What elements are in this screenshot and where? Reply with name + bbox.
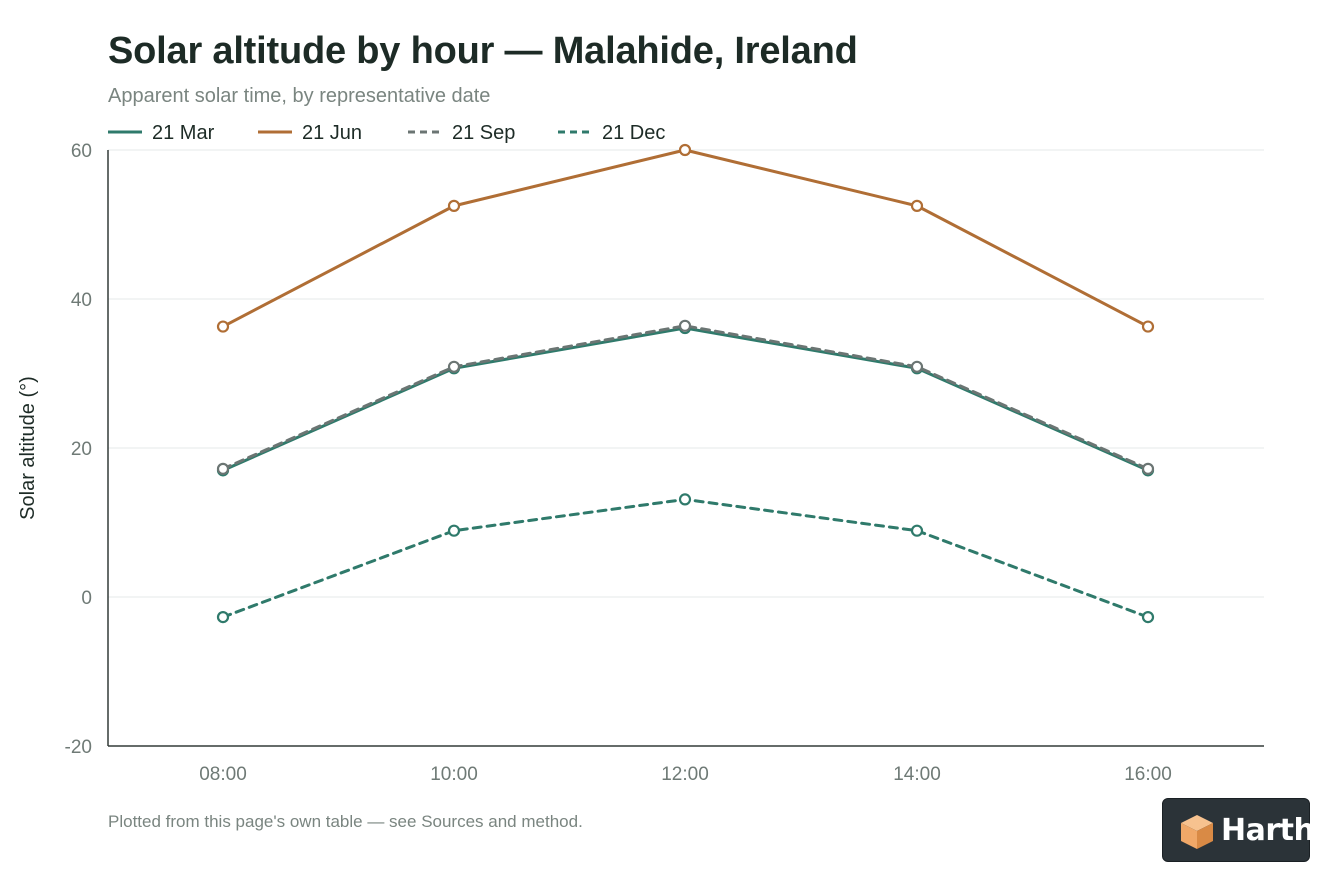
y-tick-label: 0: [81, 588, 92, 609]
chart-subtitle: Apparent solar time, by representative d…: [108, 85, 491, 107]
x-tick-label: 16:00: [1124, 764, 1172, 785]
legend-label: 21 Jun: [302, 122, 362, 144]
legend-label: 21 Dec: [602, 122, 665, 144]
data-point[interactable]: [447, 360, 461, 373]
data-point[interactable]: [216, 611, 230, 624]
y-tick-labels: 60 40 20 0 -20: [65, 141, 92, 758]
series-line: [221, 497, 1150, 619]
series-lines: [216, 143, 1155, 624]
series-line: [221, 324, 1150, 471]
series-line: [221, 326, 1150, 472]
y-tick-label: 20: [71, 439, 92, 460]
legend-label: 21 Sep: [452, 122, 515, 144]
chart-title: Solar altitude by hour — Malahide, Irela…: [108, 30, 858, 72]
y-axis-label: Solar altitude (°): [17, 376, 39, 520]
data-point[interactable]: [678, 143, 692, 157]
series-21-jun: [216, 143, 1155, 333]
gridlines: [108, 149, 1264, 747]
legend: 21 Mar 21 Jun 21 Sep 21 Dec: [108, 122, 665, 144]
data-point[interactable]: [216, 462, 230, 475]
legend-item[interactable]: 21 Mar: [108, 122, 215, 144]
data-point[interactable]: [678, 319, 692, 332]
x-tick-label: 10:00: [430, 764, 478, 785]
legend-item[interactable]: 21 Dec: [558, 122, 665, 144]
brand-badge[interactable]: Harth: [1162, 798, 1315, 862]
footnote: Plotted from this page's own table — see…: [108, 812, 583, 831]
data-point[interactable]: [1141, 611, 1155, 624]
x-tick-label: 08:00: [199, 764, 247, 785]
brand-name: Harth: [1221, 813, 1315, 848]
x-tick-label: 12:00: [661, 764, 709, 785]
harth-cube-icon: [1181, 815, 1213, 849]
y-tick-label: 40: [71, 290, 92, 311]
data-point[interactable]: [447, 199, 461, 212]
x-tick-label: 14:00: [893, 764, 941, 785]
data-point[interactable]: [447, 524, 461, 537]
legend-item[interactable]: 21 Sep: [408, 122, 515, 144]
axes: [107, 150, 1264, 747]
data-point[interactable]: [1141, 462, 1155, 475]
data-point[interactable]: [216, 320, 230, 333]
series-21-dec: [216, 493, 1155, 624]
data-point[interactable]: [678, 493, 692, 506]
x-tick-labels: 08:00 10:00 12:00 14:00 16:00: [199, 764, 1172, 785]
series-line: [221, 148, 1150, 329]
data-point[interactable]: [910, 524, 924, 537]
y-tick-label: 60: [71, 141, 92, 162]
data-point[interactable]: [910, 360, 924, 373]
data-point[interactable]: [910, 199, 924, 212]
series-21-mar: [216, 321, 1155, 477]
series-21-sep: [216, 319, 1155, 475]
legend-label: 21 Mar: [152, 122, 215, 144]
y-tick-label: -20: [65, 737, 92, 758]
data-point[interactable]: [1141, 320, 1155, 333]
legend-item[interactable]: 21 Jun: [258, 122, 362, 144]
